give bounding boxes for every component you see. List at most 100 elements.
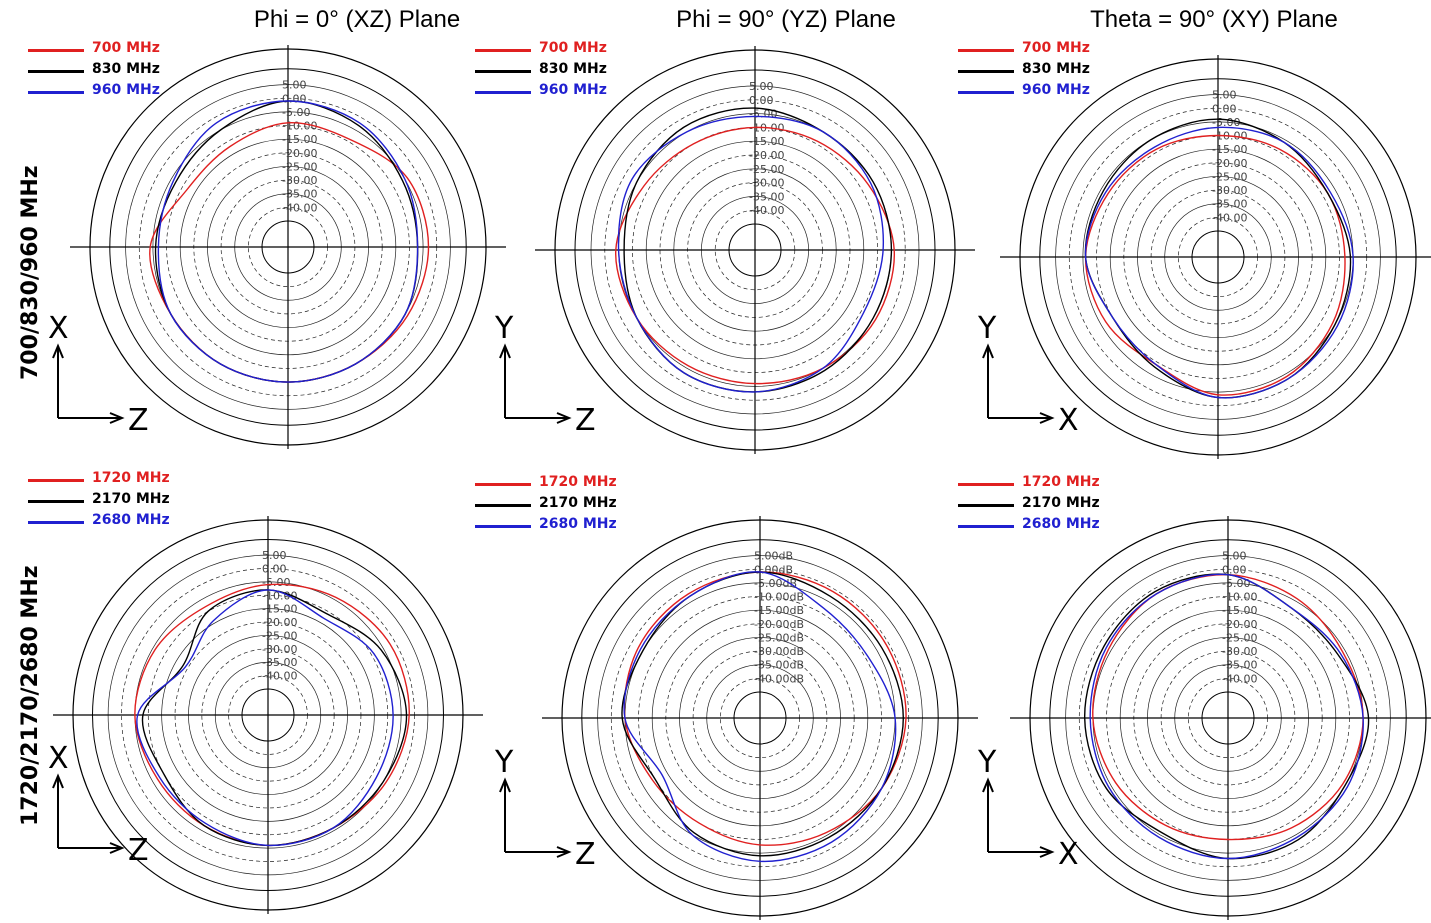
orientation-label-vertical: Y [977, 311, 997, 346]
tick-label: -30.00 [1212, 184, 1247, 197]
legend: 1720 MHz 2170 MHz 2680 MHz [475, 474, 645, 537]
tick-label: 0.00 [1222, 563, 1247, 576]
orientation-label-vertical: X [48, 311, 69, 346]
tick-label: -5.00 [282, 106, 310, 119]
arrowhead-icon [1039, 412, 1055, 424]
legend-label: 2170 MHz [539, 495, 617, 511]
tick-label: -35.00 [262, 656, 297, 669]
legend-label: 1720 MHz [1022, 474, 1100, 490]
legend-swatch [28, 500, 84, 503]
polar-panel-xz-high: 5.00 0.00 -5.00 -10.00 -15.00 -20.00 -25.00 -30… [28, 470, 483, 914]
orientation-label-vertical: Y [494, 745, 514, 780]
arrowhead-icon [982, 343, 994, 359]
tick-label: 5.00 [282, 79, 307, 92]
arrowhead-icon [1039, 846, 1055, 858]
arrowhead-icon [499, 777, 511, 793]
tick-label: -40.00dB [754, 672, 804, 685]
tick-label: -15.00dB [754, 604, 804, 617]
polar-chart-svg: 5.000.00-5.00-10.00-15.00-20.00-25.00-30… [494, 46, 975, 454]
legend-item: 2680 MHz [28, 512, 198, 533]
legend-swatch [475, 483, 531, 486]
tick-label: -25.00 [262, 629, 297, 642]
tick-label: -5.00 [1222, 577, 1250, 590]
column-title-xy: Theta = 90° (XY) Plane [1090, 6, 1338, 33]
legend-swatch [28, 91, 84, 94]
series-line [1092, 573, 1364, 841]
tick-label: 5.00 [1222, 550, 1247, 563]
legend: 1720 MHz 2170 MHz 2680 MHz [958, 474, 1128, 537]
orientation-label-horizontal: Z [128, 403, 149, 438]
legend-swatch [28, 521, 84, 524]
legend-label: 700 MHz [92, 40, 160, 56]
tick-label: -15.00 [282, 133, 317, 146]
tick-label: -10.00dB [754, 591, 804, 604]
legend-label: 700 MHz [1022, 40, 1090, 56]
tick-label: -25.00dB [754, 631, 804, 644]
tick-label: -20.00 [1212, 157, 1247, 170]
tick-label: 0.00 [262, 562, 287, 575]
legend-item: 2170 MHz [475, 495, 645, 516]
tick-label: 5.00 [749, 80, 774, 93]
series-line [1084, 126, 1354, 399]
polar-panel-yz-high: 5.00dB 0.00dB -5.00dB -10.00dB -15.00dB -20.0… [475, 474, 978, 920]
orientation-label-vertical: X [48, 741, 69, 776]
legend-swatch [475, 49, 531, 52]
legend-label: 2680 MHz [92, 512, 170, 528]
tick-label: -20.00 [282, 147, 317, 160]
series-line [136, 589, 394, 847]
column-title-yz: Phi = 90° (YZ) Plane [676, 6, 896, 33]
orientation-label-horizontal: Z [575, 837, 596, 872]
legend-item: 2170 MHz [28, 491, 198, 512]
tick-label: 5.00 [1212, 89, 1237, 102]
legend-item: 1720 MHz [28, 470, 198, 491]
legend-item: 2170 MHz [958, 495, 1128, 516]
arrowhead-icon [52, 343, 64, 359]
tick-label: -30.00dB [754, 645, 804, 658]
polar-panel-yz-low: 5.00 0.00 -5.00 -10.00 -15.00 -20.00 -25.00 -30… [475, 40, 975, 460]
tick-label: -35.00 [282, 188, 317, 201]
legend-label: 1720 MHz [92, 470, 170, 486]
tick-label: -25.00 [1222, 631, 1257, 644]
legend-label: 2680 MHz [1022, 516, 1100, 532]
legend-swatch [28, 49, 84, 52]
orientation-label-horizontal: Z [575, 403, 596, 438]
tick-label: -25.00 [749, 163, 784, 176]
tick-label: 5.00dB [754, 550, 793, 563]
orientation-label-vertical: Y [977, 745, 997, 780]
polar-chart-svg: 5.000.00-5.00-10.00-15.00-20.00-25.00-30… [977, 516, 1431, 920]
legend-item: 960 MHz [475, 82, 645, 103]
legend: 700 MHz 830 MHz 960 MHz [28, 40, 198, 103]
arrowhead-icon [556, 846, 572, 858]
series-line [617, 115, 885, 393]
tick-label: -10.00 [262, 589, 297, 602]
tick-label: 0.00 [1212, 102, 1237, 115]
legend-item: 1720 MHz [475, 474, 645, 495]
tick-label: -40.00 [749, 204, 784, 217]
tick-label: -20.00 [262, 616, 297, 629]
legend-swatch [475, 525, 531, 528]
tick-label: -25.00 [282, 160, 317, 173]
tick-label: -25.00 [1212, 170, 1247, 183]
tick-label: 0.00 [749, 94, 774, 107]
tick-label: -35.00 [1222, 659, 1257, 672]
legend-swatch [958, 49, 1014, 52]
tick-label: -15.00 [1222, 604, 1257, 617]
series-line [615, 126, 895, 385]
legend-item: 2680 MHz [958, 516, 1128, 537]
tick-label: -5.00 [262, 576, 290, 589]
legend-swatch [958, 483, 1014, 486]
legend-label: 960 MHz [1022, 82, 1090, 98]
legend-swatch [958, 70, 1014, 73]
legend-item: 830 MHz [958, 61, 1128, 82]
arrowhead-icon [499, 343, 511, 359]
legend-label: 960 MHz [539, 82, 607, 98]
arrowhead-icon [109, 842, 125, 854]
legend-item: 1720 MHz [958, 474, 1128, 495]
polar-chart-svg: 5.00dB0.00dB-5.00dB-10.00dB-15.00dB-20.0… [494, 516, 978, 920]
tick-label: -5.00dB [754, 577, 797, 590]
tick-label: -30.00 [262, 643, 297, 656]
legend-label: 2680 MHz [539, 516, 617, 532]
legend-swatch [958, 504, 1014, 507]
polar-chart-svg: 5.000.00-5.00-10.00-15.00-20.00-25.00-30… [48, 516, 483, 914]
tick-label: -30.00 [1222, 645, 1257, 658]
